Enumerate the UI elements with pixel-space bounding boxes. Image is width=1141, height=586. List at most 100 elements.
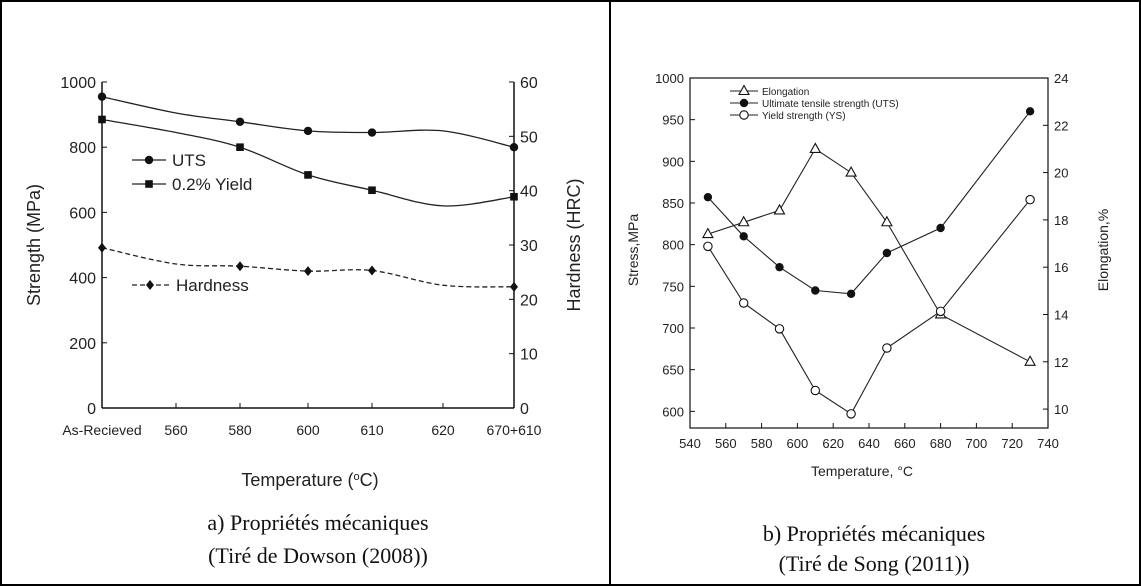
a-point (367, 128, 377, 137)
b-point (775, 262, 784, 272)
a-xtick-label: 620 (431, 422, 455, 438)
a-legend-marker (146, 280, 154, 290)
b-point (1025, 107, 1035, 116)
a-y-axis-label: Strength (MPa) (24, 184, 44, 306)
b-y2-axis-label: Elongation,% (1095, 209, 1111, 292)
b-caption-line2: (Tiré de Song (2011)) (779, 551, 970, 576)
b-y2tick-label: 18 (1054, 213, 1068, 228)
a-ytick-label: 400 (69, 271, 96, 288)
b-point (882, 343, 892, 353)
a-ytick-label: 600 (69, 205, 96, 222)
a-y2tick-label: 50 (520, 129, 538, 146)
b-point (846, 289, 856, 299)
b-y-axis-label: Stress,MPa (625, 214, 641, 287)
b-xtick-label: 640 (858, 436, 880, 451)
a-point (368, 186, 376, 195)
b-legend-marker (739, 98, 749, 108)
b-y2tick-label: 12 (1054, 355, 1068, 370)
b-point (846, 409, 856, 419)
b-point (935, 306, 946, 317)
a-y2tick-label: 30 (520, 238, 538, 255)
b-legend-marker (739, 110, 749, 120)
b-y2tick-label: 14 (1054, 307, 1068, 322)
a-legend-label: UTS (172, 151, 206, 170)
b-point (739, 232, 748, 241)
a-point (510, 281, 518, 292)
b-series-line (707, 199, 1031, 415)
b-y2tick-label: 22 (1054, 118, 1068, 133)
a-xtick-label: As-Recieved (62, 422, 141, 438)
a-point (509, 143, 519, 152)
a-ytick-label: 800 (69, 140, 96, 157)
b-xtick-label: 700 (966, 436, 988, 451)
a-caption-line2: (Tiré de Dowson (2008)) (208, 543, 428, 568)
a-point (98, 115, 106, 124)
b-point (882, 248, 892, 258)
b-ytick-label: 1000 (655, 71, 684, 86)
b-y2tick-label: 10 (1054, 402, 1068, 417)
b-xtick-label: 680 (930, 436, 952, 451)
a-y2tick-label: 10 (520, 347, 538, 364)
b-legend-marker (738, 84, 750, 96)
b-point (809, 142, 822, 153)
b-point (737, 215, 750, 227)
b-ticks: 600 650 700 750 800 850 900 950 1000 10 12 14 16 18 20… (655, 71, 1068, 451)
a-xtick-label: 580 (228, 422, 252, 438)
b-ytick-label: 700 (662, 321, 684, 336)
a-ytick-label: 1000 (60, 75, 96, 92)
a-x-axis-label: Temperature (oC) (241, 470, 378, 490)
b-ytick-label: 800 (662, 238, 684, 253)
a-point (236, 143, 244, 151)
a-y2tick-label: 20 (520, 292, 538, 309)
a-series (97, 92, 519, 292)
a-point (368, 265, 376, 276)
a-xtick-label: 610 (360, 422, 384, 438)
a-xtick-label: 670+610 (487, 422, 542, 438)
b-series (701, 107, 1037, 419)
a-point (97, 92, 107, 101)
a-point (303, 126, 313, 136)
b-ytick-label: 900 (662, 154, 684, 169)
b-point (811, 286, 820, 295)
b-xtick-label: 560 (715, 436, 737, 451)
b-y2tick-label: 24 (1054, 71, 1068, 86)
b-xtick-label: 660 (894, 436, 916, 451)
a-y2tick-label: 0 (520, 401, 529, 418)
a-point (236, 261, 244, 272)
a-legend-marker (145, 180, 153, 188)
b-point (936, 223, 945, 233)
a-xtick-label: 600 (296, 422, 320, 438)
a-legend-label: Hardness (176, 276, 249, 295)
a-point (235, 117, 245, 126)
b-y2tick-label: 20 (1054, 166, 1068, 181)
a-legend: UTS 0.2% Yield Hardness (132, 151, 252, 295)
b-point (703, 192, 713, 202)
b-point (810, 385, 821, 396)
b-caption-line1: b) Propriétés mécaniques (763, 521, 985, 546)
b-point (738, 298, 749, 308)
b-point (774, 324, 785, 334)
a-y2tick-label: 60 (520, 75, 538, 92)
a-xtick-label: 560 (164, 422, 188, 438)
b-xtick-label: 620 (822, 436, 844, 451)
b-point (703, 241, 713, 252)
b-ytick-label: 650 (662, 363, 684, 378)
b-ytick-label: 750 (662, 279, 684, 294)
b-series-line (707, 148, 1031, 363)
a-point (510, 192, 518, 201)
b-ytick-label: 850 (662, 196, 684, 211)
b-y2tick-label: 16 (1054, 260, 1068, 275)
b-xtick-label: 740 (1037, 436, 1059, 451)
a-ytick-label: 0 (87, 401, 96, 418)
b-legend-label: Ultimate tensile strength (UTS) (762, 99, 899, 110)
b-ytick-label: 600 (662, 404, 684, 419)
b-legend-label: Elongation (762, 87, 809, 98)
b-legend-label: Yield strength (YS) (762, 111, 846, 122)
b-x-axis-label: Temperature, °C (811, 463, 913, 479)
b-series-line (707, 110, 1031, 295)
a-caption-line1: a) Propriétés mécaniques (207, 510, 428, 535)
